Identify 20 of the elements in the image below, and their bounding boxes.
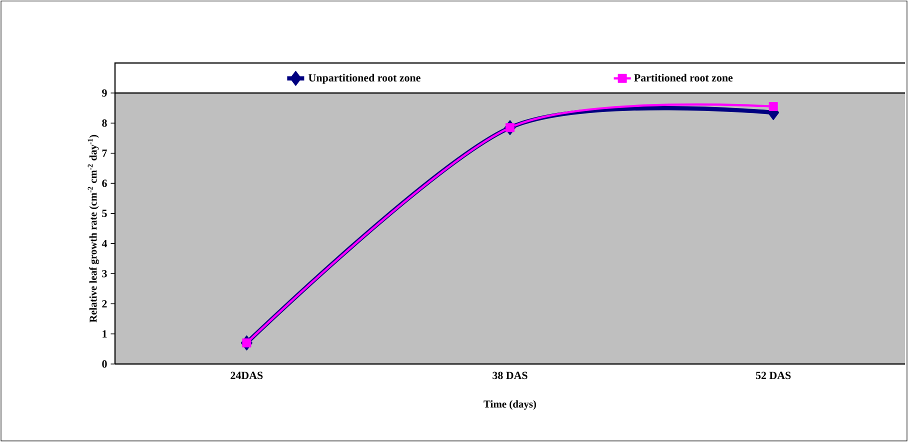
y-tick-label: 2 [102, 300, 107, 308]
point [506, 123, 515, 132]
y-tick-label: 9 [102, 89, 107, 97]
y-tick-label: 3 [102, 270, 107, 278]
x-tick-label: 24DAS [230, 372, 263, 380]
point [242, 338, 252, 348]
y-tick-label: 6 [102, 180, 107, 188]
legend-label: Partitioned root zone [634, 74, 733, 82]
y-tick-label: 8 [102, 119, 107, 127]
legend-label: Unpartitioned root zone [308, 74, 420, 84]
y-tick-label: 0 [102, 360, 107, 368]
y-tick-label: 1 [102, 330, 107, 338]
y-axis-title: Relative leaf growth rate (cm$^{-2}$ cm$^{-2}$ day$^{-1}$) [88, 134, 99, 322]
x-axis-title: Time (days) [484, 400, 536, 410]
y-tick-label: 7 [102, 150, 107, 157]
y-tick-label: 5 [102, 210, 107, 218]
x-tick-label: 38 DAS [492, 372, 528, 380]
x-tick-label: 52 DAS [756, 372, 791, 380]
y-tick-label: 4 [102, 240, 108, 248]
point [768, 102, 778, 112]
